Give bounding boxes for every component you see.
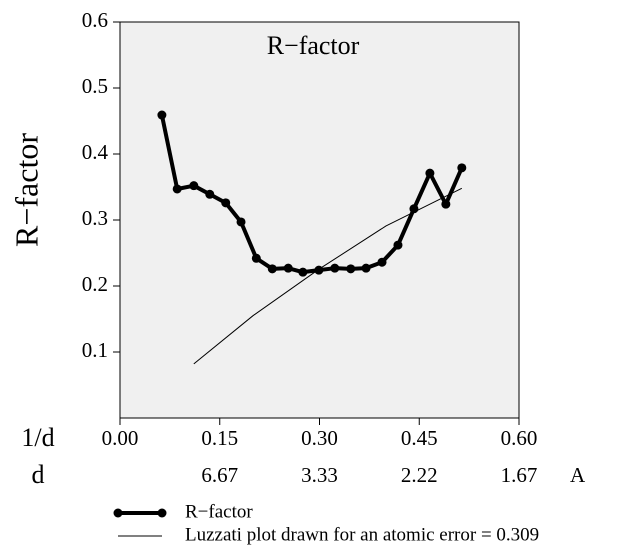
x-axis-label: 1/d xyxy=(21,423,54,452)
x2-unit: A xyxy=(570,463,586,487)
x2-tick-label: 2.22 xyxy=(401,463,438,487)
x2-tick-label: 3.33 xyxy=(301,463,338,487)
point xyxy=(298,267,308,277)
x-tick-label: 0.45 xyxy=(401,426,438,450)
chart-title: R−factor xyxy=(267,31,360,60)
legend-label: Luzzati plot drawn for an atomic error =… xyxy=(185,524,539,545)
y-tick-label: 0.3 xyxy=(82,206,108,230)
series-line xyxy=(193,187,463,365)
x-tick-label: 0.60 xyxy=(501,426,538,450)
y-axis-label: R−factor xyxy=(8,133,44,247)
x-tick-label: 0.30 xyxy=(301,426,338,450)
point xyxy=(330,263,340,273)
y-tick-label: 0.5 xyxy=(82,74,108,98)
legend-marker xyxy=(157,508,167,518)
point xyxy=(441,199,451,209)
x-tick-label: 0.00 xyxy=(102,426,139,450)
point xyxy=(251,253,261,263)
point xyxy=(283,263,293,273)
y-tick-label: 0.4 xyxy=(82,140,109,164)
x2-tick-label: 1.67 xyxy=(501,463,538,487)
y-tick-label: 0.6 xyxy=(82,8,108,32)
point xyxy=(267,264,277,274)
point xyxy=(457,163,467,173)
x2-axis-label: d xyxy=(32,460,45,489)
point xyxy=(236,217,246,227)
point xyxy=(157,110,167,120)
legend-marker xyxy=(113,508,123,518)
x-tick-label: 0.15 xyxy=(201,426,238,450)
y-tick-label: 0.2 xyxy=(82,272,108,296)
y-tick-label: 0.1 xyxy=(82,338,108,362)
point xyxy=(205,189,215,199)
point xyxy=(361,263,371,273)
point xyxy=(346,264,356,274)
x2-tick-label: 6.67 xyxy=(201,463,238,487)
point xyxy=(393,240,403,250)
point xyxy=(425,168,435,178)
legend-label: R−factor xyxy=(185,501,253,522)
point xyxy=(377,257,387,267)
point xyxy=(189,181,199,191)
point xyxy=(221,198,231,208)
plot-area xyxy=(119,21,520,419)
point xyxy=(172,184,182,194)
